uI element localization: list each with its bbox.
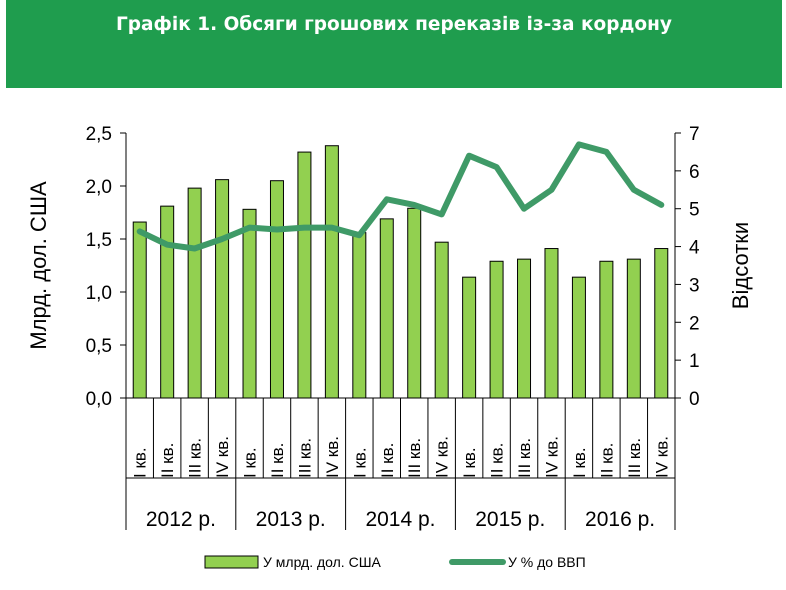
- quarter-label: II кв.: [597, 443, 616, 478]
- left-tick-label: 0,5: [86, 336, 112, 357]
- chart-title: Графік 1. Обсяги грошових переказів із-з…: [116, 14, 672, 35]
- right-tick-label: 5: [689, 200, 700, 221]
- left-tick-label: 2,5: [86, 124, 112, 145]
- bar: [160, 205, 175, 399]
- bar: [654, 248, 669, 399]
- quarter-label: I кв.: [460, 447, 479, 478]
- quarter-label: IV кв.: [652, 436, 671, 478]
- left-tick-label: 1,5: [86, 230, 112, 251]
- quarter-label: II кв.: [268, 443, 287, 478]
- axes: 0,0 0,5 1,0 1,5 2,0 2,5 0 1 2 3 4 5 6 7 Млрд. дол. США…: [26, 124, 753, 410]
- legend-bar-swatch: [204, 555, 259, 569]
- legend: У млрд. дол. США У % до ВВП: [204, 554, 586, 570]
- quarter-label: III кв.: [515, 438, 534, 478]
- bar: [599, 260, 614, 399]
- quarter-label: III кв.: [625, 438, 644, 478]
- right-tick-label: 4: [689, 238, 700, 259]
- right-tick-label: 6: [689, 162, 700, 183]
- left-tick-label: 0,0: [86, 389, 112, 410]
- quarter-label: I кв.: [570, 447, 589, 478]
- quarter-label: IV кв.: [213, 436, 232, 478]
- left-tick-label: 2,0: [86, 177, 112, 198]
- quarter-label: I кв.: [131, 447, 150, 478]
- bar: [379, 218, 394, 399]
- year-label: 2015 р.: [475, 508, 545, 531]
- bar: [324, 145, 339, 399]
- line-series-path: [136, 141, 665, 252]
- right-tick-label: 3: [689, 275, 700, 296]
- year-label: 2012 р.: [146, 508, 216, 531]
- quarter-label: II кв.: [378, 443, 397, 478]
- quarter-label: II кв.: [488, 443, 507, 478]
- bar: [462, 276, 477, 399]
- y-axis-title: Млрд. дол. США: [26, 181, 51, 350]
- bar: [489, 260, 504, 399]
- legend-bar-label: У млрд. дол. США: [263, 554, 382, 570]
- bar: [626, 258, 641, 399]
- bar: [517, 258, 532, 399]
- y2-axis-title: Відсотки: [728, 222, 753, 309]
- quarter-label: III кв.: [405, 438, 424, 478]
- legend-line-label: У % до ВВП: [508, 554, 586, 570]
- bar: [132, 221, 147, 399]
- quarter-label: II кв.: [158, 443, 177, 478]
- year-label: 2016 р.: [585, 508, 655, 531]
- quarter-label: III кв.: [186, 438, 205, 478]
- x-axis-labels: I кв. II кв. III кв. IV кв. I кв. II кв. III к…: [125, 398, 676, 531]
- bar: [544, 248, 559, 399]
- chart-header: Графік 1. Обсяги грошових переказів із-з…: [6, 0, 782, 88]
- bar: [187, 187, 202, 399]
- right-tick-label: 0: [689, 389, 700, 410]
- bar: [215, 179, 230, 399]
- bar: [407, 207, 422, 399]
- right-tick-label: 7: [689, 124, 700, 145]
- bars: [132, 145, 669, 399]
- quarter-label: III кв.: [295, 438, 314, 478]
- right-tick-label: 1: [689, 351, 700, 372]
- bar: [571, 276, 586, 399]
- quarter-label: I кв.: [350, 447, 369, 478]
- quarter-label: I кв.: [241, 447, 260, 478]
- year-label: 2013 р.: [256, 508, 326, 531]
- right-tick-label: 2: [689, 313, 700, 334]
- bar: [269, 180, 284, 399]
- bar: [434, 241, 449, 399]
- left-tick-label: 1,0: [86, 283, 112, 304]
- quarter-label: IV кв.: [542, 436, 561, 478]
- quarter-label: IV кв.: [433, 436, 452, 478]
- line-series: [136, 141, 665, 252]
- year-label: 2014 р.: [365, 508, 435, 531]
- quarter-label: IV кв.: [323, 436, 342, 478]
- bar: [352, 232, 367, 399]
- bar: [242, 208, 257, 399]
- bar: [297, 151, 312, 399]
